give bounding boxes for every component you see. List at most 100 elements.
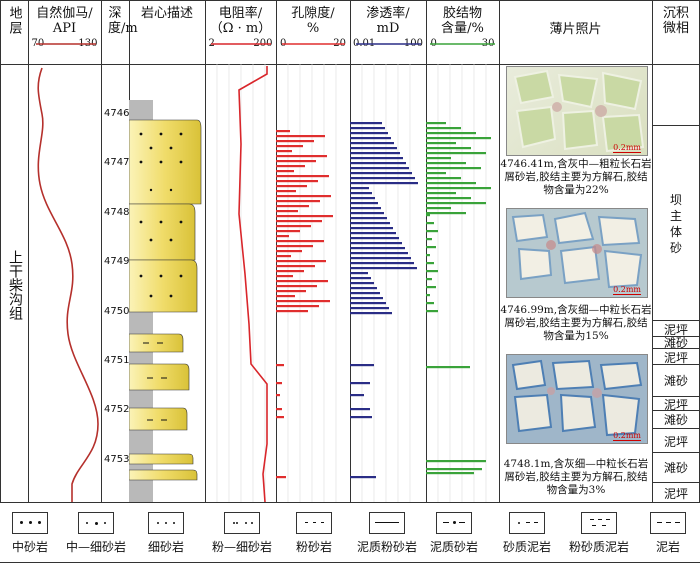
porosity-bar (276, 195, 331, 198)
microfacies-label: 滩砂 (663, 413, 688, 427)
porosity-bar (276, 210, 298, 213)
microfacies-label: 泥坪 (663, 398, 688, 412)
cement-bar (426, 177, 461, 180)
formation-label-text: 上干柴沟组 (7, 250, 23, 320)
porosity-bar (276, 130, 290, 133)
depth-tick: 4753 (104, 454, 130, 465)
porosity-bar (276, 245, 313, 248)
permeability-bar (350, 232, 396, 235)
gamma-curve (37, 67, 99, 502)
porosity-bar (276, 230, 300, 233)
legend-medium-sandstone: 中砂岩 (0, 512, 60, 560)
cement-bar (426, 270, 438, 273)
cement-bar (426, 246, 436, 249)
porosity-bar (276, 416, 284, 419)
photo-scale-3: 0.2mm (613, 431, 641, 441)
cement-bar (426, 460, 486, 463)
photo-caption-2: 4746.99m,含灰细—中粒长石岩屑砂岩,胶结主要为方解石,胶结物含量为15% (500, 304, 652, 342)
header-core: 岩心描述 (129, 0, 205, 64)
cement-bar (426, 187, 491, 190)
cement-bars (426, 64, 491, 502)
permeability-bar (350, 192, 372, 195)
porosity-bar (276, 170, 294, 173)
photo-title: 薄片照片 (549, 22, 602, 37)
legend-swatch (296, 512, 332, 534)
permeability-bar (350, 222, 390, 225)
permeability-bar (350, 142, 394, 145)
cement-bar (426, 197, 471, 200)
permeability-bar (350, 212, 384, 215)
photo-caption-3: 4748.1m,含灰细—中粒长石岩屑砂岩,胶结主要为方解石,胶结物含量为3% (503, 458, 649, 496)
permeability-bar (350, 127, 385, 130)
cement-bar (426, 366, 470, 369)
porosity-bar (276, 240, 324, 243)
microfacies-label: 滩砂 (663, 336, 688, 350)
cement-bar (426, 157, 451, 160)
permeability-bar (350, 277, 371, 280)
cement-bar (426, 262, 434, 265)
cement-bar (426, 122, 446, 125)
porosity-bar (276, 165, 305, 168)
photo-scale-1: 0.2mm (613, 143, 641, 153)
porosity-bar (276, 275, 293, 278)
permeability-bar (350, 217, 387, 220)
porosity-bar (276, 310, 308, 313)
cement-bar (426, 192, 456, 195)
cement-bar (426, 207, 451, 210)
core-lithology (129, 100, 202, 502)
permeability-bar (350, 416, 372, 419)
legend-label: 中砂岩 (11, 540, 48, 554)
permeability-bar (350, 152, 400, 155)
cement-bar (426, 238, 432, 241)
porosity-bar (276, 394, 280, 397)
porosity-bar (276, 225, 311, 228)
header-stratum: 地层 (0, 0, 28, 64)
depth-tick: 4752 (104, 404, 130, 415)
porosity-bar (276, 180, 318, 183)
permeability-bar (350, 257, 411, 260)
permeability-bar (350, 262, 414, 265)
porosity-bars (276, 64, 337, 502)
porosity-bar (276, 290, 306, 293)
poro-unit: % (306, 21, 320, 36)
porosity-bar (276, 135, 325, 138)
permeability-bar (350, 297, 383, 300)
porosity-bar (276, 270, 304, 273)
permeability-bar (350, 172, 412, 175)
legend-label: 泥质砂岩 (429, 540, 478, 554)
legend-silty-mudstone: 粉砂质泥岩 (562, 512, 636, 560)
header-micro: 沉积微相 (652, 0, 700, 64)
microfacies-label: 泥坪 (663, 351, 688, 365)
permeability-bar (350, 207, 381, 210)
permeability-bar (350, 157, 403, 160)
permeability-bar (350, 132, 388, 135)
legend-label: 中—细砂岩 (66, 540, 127, 554)
legend-sandy-mudstone: 砂质泥岩 (497, 512, 557, 560)
porosity-bar (276, 200, 320, 203)
thin-section-photo-2: 0.2mm (506, 208, 648, 298)
porosity-bar (276, 235, 289, 238)
legend-label: 粉砂岩 (295, 540, 332, 554)
thin-section-photo-3: 0.2mm (506, 354, 648, 444)
legend-medium-fine-sandstone: 中—细砂岩 (66, 512, 126, 560)
legend-swatch (581, 512, 617, 534)
cement-bar (426, 167, 481, 170)
perm-title: 渗透率/ (366, 6, 410, 21)
porosity-bar (276, 260, 326, 263)
microfacies-label: 坝主体砂 (669, 193, 682, 255)
porosity-bar (276, 155, 327, 158)
legend-label: 细砂岩 (147, 540, 184, 554)
legend-swatch (224, 512, 260, 534)
permeability-bar (350, 292, 380, 295)
cement-bar (426, 310, 438, 313)
porosity-bar (276, 175, 329, 178)
cement-unit: 含量/% (441, 21, 484, 36)
porosity-bar (276, 265, 315, 268)
permeability-bar (350, 242, 402, 245)
permeability-bar (350, 287, 377, 290)
porosity-bar (276, 215, 333, 218)
permeability-bar (350, 227, 393, 230)
cement-bar (426, 172, 446, 175)
cement-bar (426, 152, 486, 155)
permeability-bar (350, 137, 391, 140)
